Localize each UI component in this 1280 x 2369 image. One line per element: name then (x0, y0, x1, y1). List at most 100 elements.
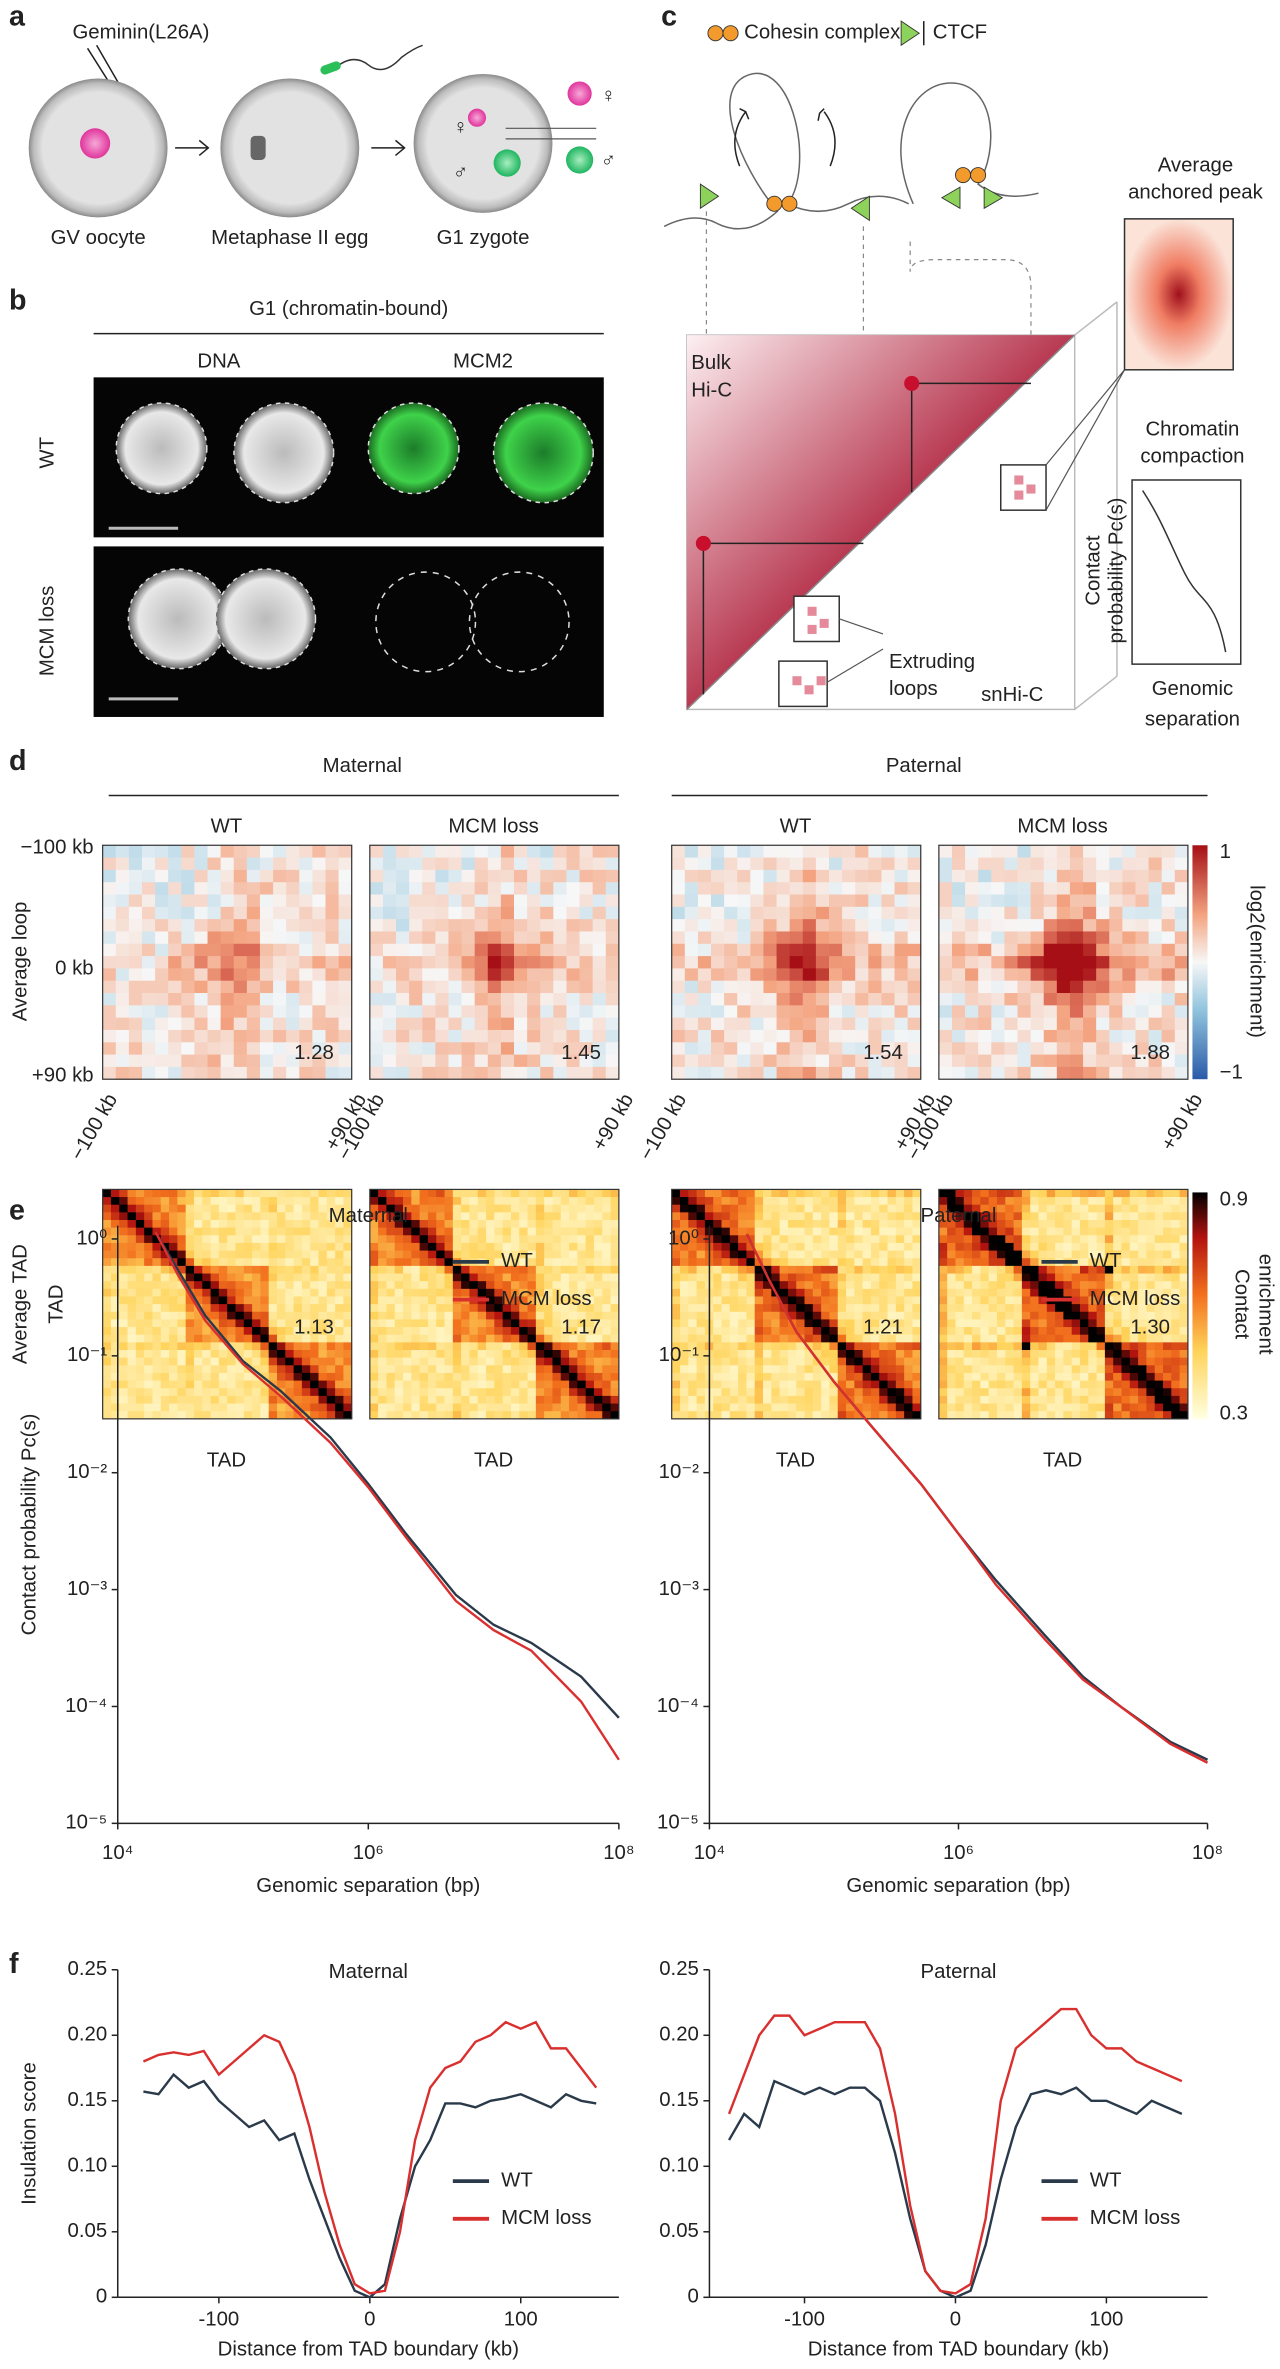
heat-cell (544, 1273, 553, 1282)
heat-cell (842, 993, 856, 1006)
heat-cell (996, 1350, 1006, 1359)
heat-cell (461, 1304, 470, 1313)
heat-cell (1055, 1235, 1064, 1244)
heat-cell (227, 1411, 236, 1420)
heat-cell (448, 882, 463, 896)
heat-cell (947, 1304, 956, 1313)
heat-cell (829, 1342, 839, 1351)
heat-cell (1088, 1296, 1098, 1305)
heat-cell (812, 1197, 822, 1206)
heat-cell (207, 993, 222, 1006)
heat-cell (293, 1265, 303, 1274)
heat-cell (602, 1304, 612, 1313)
heat-cell (855, 1066, 869, 1080)
heat-cell (1096, 857, 1110, 871)
heat-cell (1013, 1342, 1023, 1351)
heat-cell (955, 1197, 965, 1206)
heat-cell (829, 1388, 839, 1397)
heat-cell (246, 1005, 261, 1019)
heat-cell (378, 1403, 387, 1412)
heat-cell (713, 1288, 722, 1297)
heat-cell (1146, 1219, 1156, 1229)
heat-cell (169, 1403, 178, 1412)
heat-cell (477, 1334, 487, 1343)
heat-cell (444, 1212, 454, 1221)
heat-cell (1163, 1242, 1172, 1252)
heat-cell (887, 1357, 897, 1366)
heat-cell (210, 1311, 220, 1320)
heat-cell (671, 1357, 681, 1366)
heat-cell (868, 919, 883, 933)
heat-cell (679, 1204, 689, 1213)
heat-cell (318, 1227, 328, 1236)
heat-cell (286, 1017, 300, 1031)
heat-cell (787, 1219, 797, 1229)
heat-cell (610, 1395, 620, 1404)
heat-cell (403, 1219, 412, 1229)
decay-curve (1141, 490, 1227, 653)
heat-cell (771, 1212, 781, 1221)
heat-cell (477, 1357, 487, 1366)
heat-cell (846, 1212, 855, 1221)
heat-cell (972, 1250, 981, 1259)
heat-cell (1021, 1197, 1031, 1206)
heat-cell (1163, 1227, 1172, 1236)
decay-inset (1131, 479, 1242, 665)
heat-cell (1038, 1227, 1048, 1236)
heat-cell (560, 1334, 570, 1343)
heat-cell (610, 1380, 620, 1389)
heat-cell (804, 1242, 814, 1252)
heat-cell (102, 1219, 112, 1229)
heat-cell (487, 1005, 502, 1019)
heat-cell (243, 1403, 253, 1412)
heat-cell (579, 1054, 594, 1068)
heat-cell (310, 1204, 319, 1213)
heat-cell (119, 1204, 129, 1213)
heat-cell (494, 1319, 504, 1328)
heat-cell (1171, 1350, 1181, 1359)
heat-cell (461, 968, 476, 982)
heat-cell (763, 869, 778, 883)
heat-cell (1148, 980, 1163, 994)
heat-cell (696, 1395, 706, 1404)
heat-cell (912, 1365, 922, 1374)
heat-cell (904, 1273, 913, 1282)
heat-cell (246, 857, 261, 871)
heat-cell (243, 1372, 253, 1382)
heat-cell (855, 1005, 869, 1019)
heat-cell (828, 919, 843, 933)
heat-cell (938, 857, 953, 871)
heat-cell (894, 931, 909, 945)
heat-cell (1083, 1005, 1097, 1019)
heat-cell (268, 1227, 278, 1236)
heat-cell (396, 869, 410, 883)
heat-cell (474, 857, 489, 871)
heat-cell (776, 906, 791, 920)
heat-cell (394, 1334, 404, 1343)
heat-cell (235, 1380, 245, 1389)
heat-cell (763, 931, 778, 945)
heat-cell (1148, 894, 1163, 908)
heat-cell (461, 845, 476, 859)
heat-cell (821, 1411, 830, 1420)
heat-cell (160, 1250, 170, 1259)
heat-cell (185, 1204, 195, 1213)
heat-cell (837, 1250, 847, 1259)
heat-cell (235, 1388, 245, 1397)
heat-cell (802, 1017, 817, 1031)
heat-cell (907, 857, 922, 871)
heat-cell (789, 993, 804, 1006)
ctcf (940, 186, 961, 210)
heat-cell (185, 1403, 195, 1412)
heat-cell (828, 906, 843, 920)
heat-cell (972, 1288, 981, 1297)
heat-cell (602, 1212, 612, 1221)
heat-cell (1083, 943, 1097, 957)
heat-cell (846, 1388, 855, 1397)
heat-cell (119, 1350, 129, 1359)
heat-cell (461, 993, 476, 1006)
heat-cell (1013, 1350, 1023, 1359)
heat-cell (729, 1204, 739, 1213)
heat-cell (842, 980, 856, 994)
heat-cell (829, 1357, 839, 1366)
